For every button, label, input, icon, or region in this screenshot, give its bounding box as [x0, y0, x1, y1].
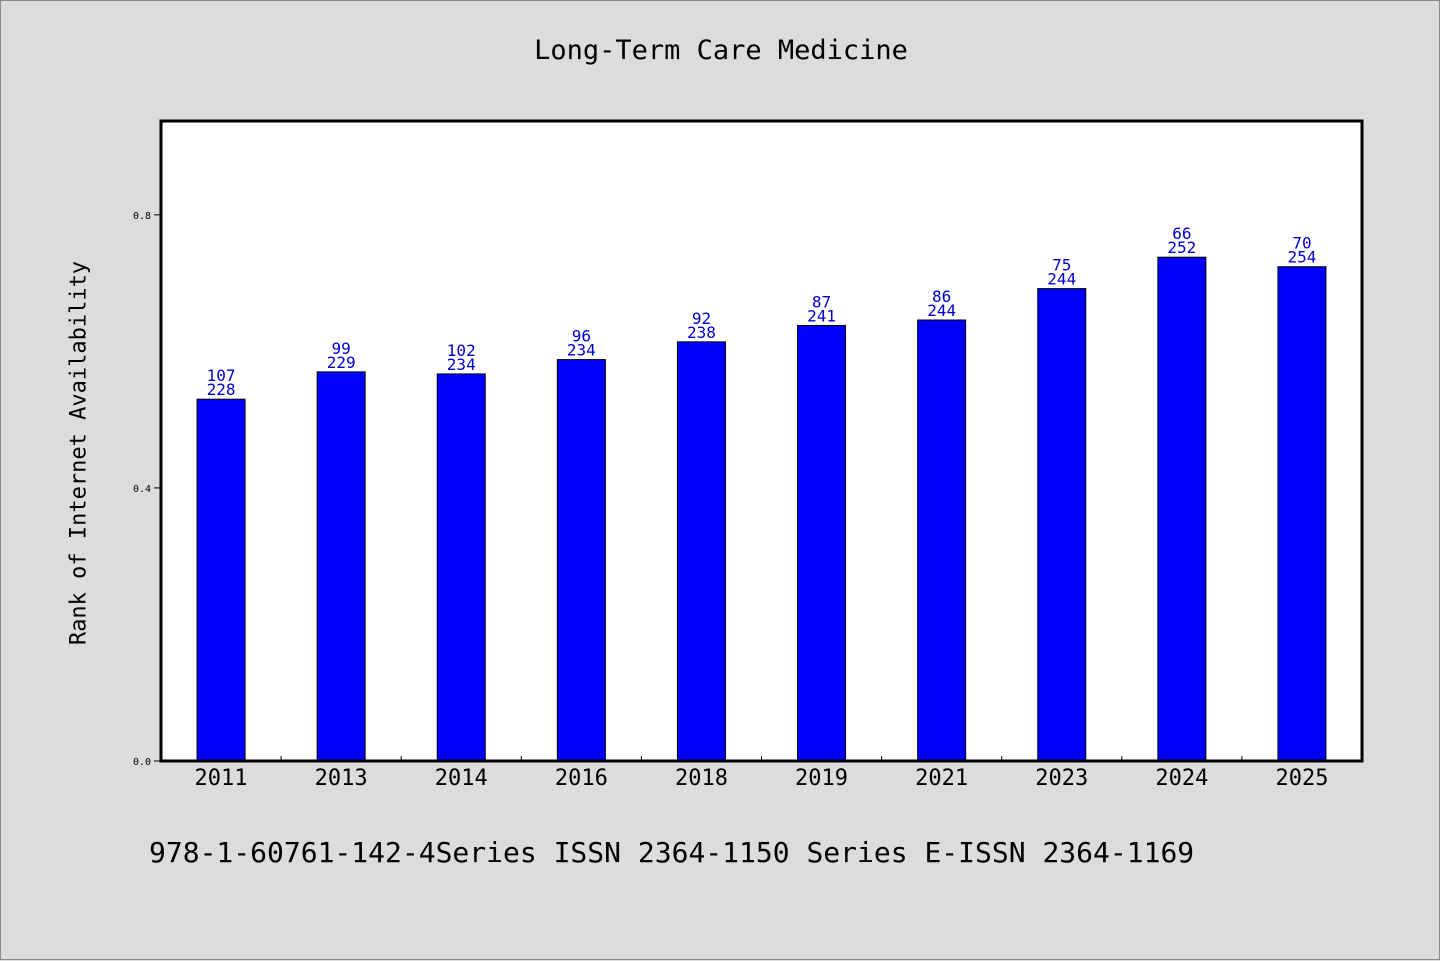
x-tick-label: 2024	[1155, 766, 1208, 791]
data-label-bottom: 252	[1167, 238, 1196, 257]
x-tick-label: 2011	[195, 766, 248, 791]
data-label-top: 66	[1172, 224, 1191, 243]
data-label-top: 96	[572, 327, 591, 346]
data-label-top: 102	[447, 341, 476, 360]
data-label-bottom: 228	[207, 380, 236, 399]
data-label-top: 92	[692, 309, 711, 328]
data-label-bottom: 234	[447, 355, 476, 374]
x-tick-label: 2023	[1035, 766, 1088, 791]
data-label-bottom: 229	[327, 353, 356, 372]
bar	[316, 371, 366, 762]
bar	[556, 359, 606, 762]
data-label-top: 107	[207, 366, 236, 385]
plot-frame	[159, 119, 1364, 763]
bar	[1157, 256, 1207, 762]
bar	[676, 341, 726, 762]
x-tick-label: 2019	[795, 766, 848, 791]
x-tick-label: 2016	[555, 766, 608, 791]
bar	[436, 373, 486, 762]
bar	[1277, 266, 1327, 762]
y-tick-label: 0.4	[133, 484, 151, 495]
data-label-top: 75	[1052, 256, 1071, 275]
data-label-bottom: 244	[927, 301, 956, 320]
bar	[196, 398, 246, 762]
data-label-bottom: 238	[687, 323, 716, 342]
chart-title: Long-Term Care Medicine	[534, 35, 908, 66]
data-label-bottom: 244	[1047, 270, 1076, 289]
data-label-bottom: 241	[807, 306, 836, 325]
x-tick-label: 2014	[435, 766, 488, 791]
x-tick-label: 2025	[1275, 766, 1328, 791]
data-label-bottom: 234	[567, 341, 596, 360]
x-tick-label: 2018	[675, 766, 728, 791]
x-tick-label: 2021	[915, 766, 968, 791]
y-tick-label: 0.0	[133, 757, 151, 768]
data-label-top: 70	[1292, 234, 1311, 253]
bar	[917, 319, 967, 762]
bar	[797, 324, 847, 762]
x-tick-label: 2013	[315, 766, 368, 791]
data-label-bottom: 254	[1287, 248, 1316, 267]
data-label-top: 87	[812, 292, 831, 311]
data-label-top: 99	[332, 339, 351, 358]
data-label-top: 86	[932, 287, 951, 306]
footer-text: 978-1-60761-142-4Series ISSN 2364-1150 S…	[149, 836, 1195, 869]
y-tick-label: 0.8	[133, 211, 151, 222]
bar	[1037, 288, 1087, 762]
